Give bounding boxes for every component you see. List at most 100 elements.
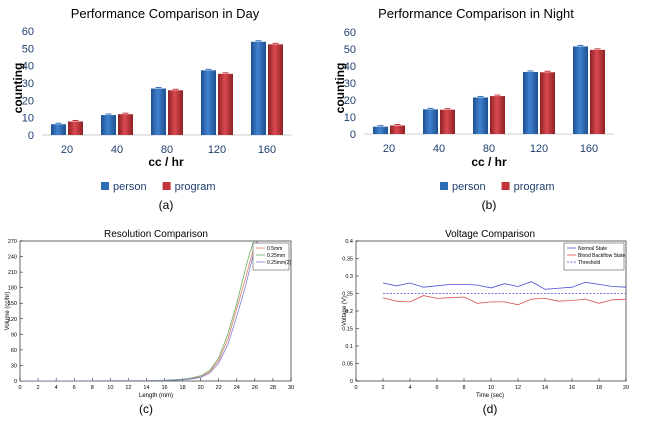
chart-b-legend-swatch-person xyxy=(440,182,448,190)
chart-d-xtick-label: 20 xyxy=(623,385,629,391)
chart-d-xtick-label: 6 xyxy=(435,385,438,391)
chart-c-frame xyxy=(19,240,292,382)
chart-c-xlabel: Length (mm) xyxy=(139,393,173,399)
chart-b-legend-swatch-program xyxy=(501,182,510,190)
chart-d-series-normal-state xyxy=(382,281,626,290)
chart-d-xtick-label: 4 xyxy=(408,385,411,391)
chart-d-xtick-label: 16 xyxy=(569,385,575,391)
chart-b-bar-person xyxy=(373,126,388,134)
chart-c-title: Resolution Comparison xyxy=(104,229,208,240)
chart-d-series-blood-backflow-state xyxy=(382,295,626,306)
chart-d-xtick-label: 2 xyxy=(381,385,384,391)
chart-b-bar-program xyxy=(440,109,455,134)
chart-c-xtick-label: 14 xyxy=(143,385,149,391)
chart-d-plot: 0 0.05 0.1 0.15 0.2 0.25 0.3 0.35 0.4 0 2 4 6 8 10 12 14… xyxy=(342,239,629,391)
chart-a-bar-person xyxy=(101,115,116,135)
chart-d-xtick-label: 0 xyxy=(354,385,357,391)
chart-a-ytick-label: 10 xyxy=(22,113,34,125)
chart-b-plot: 0 10 20 30 40 50 60 20 40 80 120 160 xyxy=(344,27,614,155)
chart-a-bar-person xyxy=(251,41,266,135)
chart-c-xtick-label: 20 xyxy=(198,385,204,391)
chart-a-bar-program xyxy=(168,90,183,135)
chart-d-legend-label: Blood Backflow State xyxy=(578,253,625,259)
caption-c: (c) xyxy=(139,402,153,416)
chart-b-bar-program xyxy=(490,96,505,134)
chart-a-xtick-label: 160 xyxy=(258,144,276,156)
chart-c-xtick-label: 8 xyxy=(91,385,94,391)
chart-b-legend: person program xyxy=(440,181,555,193)
chart-a-bar-program xyxy=(218,73,233,135)
chart-d-ytick-label: 0.05 xyxy=(342,362,353,368)
chart-c-xtick-label: 6 xyxy=(73,385,76,391)
chart-a-ytick-label: 60 xyxy=(22,26,34,38)
chart-b-bar-person xyxy=(523,71,538,134)
chart-a-ytick-label: 0 xyxy=(28,130,34,142)
chart-c-legend-label: 0.5mm xyxy=(267,246,282,252)
chart-c-xtick-label: 0 xyxy=(18,385,21,391)
chart-d-xlabel: Time (sec) xyxy=(476,393,504,399)
chart-d-ytick-label: 0.1 xyxy=(345,344,353,350)
chart-c-legend-label: 0.25mm(2) xyxy=(267,260,292,266)
caption-b: (b) xyxy=(482,198,497,212)
chart-c-ytick-label: 30 xyxy=(11,363,17,369)
chart-a-bar-person xyxy=(51,124,66,135)
chart-c-legend-label: 0.25mm xyxy=(267,253,285,259)
chart-b-ytick-label: 60 xyxy=(344,27,356,39)
chart-c-xtick-label: 24 xyxy=(234,385,240,391)
chart-d-xtick-label: 8 xyxy=(462,385,465,391)
panel-b: Performance Comparison in Night 0 10 20 30 4… xyxy=(333,6,614,212)
chart-a-xtick-label: 40 xyxy=(111,144,123,156)
chart-d-ytick-label: 0.3 xyxy=(345,274,353,280)
chart-a-bar-person xyxy=(151,88,166,135)
chart-a-xlabel: cc / hr xyxy=(148,155,184,169)
chart-a-legend-label: person xyxy=(113,181,147,193)
chart-c-ytick-label: 0 xyxy=(14,379,17,385)
chart-b-xlabel: cc / hr xyxy=(471,155,507,169)
chart-d-ytick-label: 0.15 xyxy=(342,327,353,333)
panel-a: Performance Comparison in Day 0 10 20 30 40 5… xyxy=(11,6,292,212)
chart-a-xtick-label: 80 xyxy=(161,144,173,156)
chart-d-xtick-label: 14 xyxy=(542,385,548,391)
chart-b-xtick-label: 160 xyxy=(580,143,598,155)
chart-d-legend-label: Normal State xyxy=(578,246,607,252)
chart-b-bar-person xyxy=(573,46,588,135)
caption-d: (d) xyxy=(483,402,498,416)
chart-c-xtick-label: 4 xyxy=(55,385,58,391)
chart-c-ytick-label: 120 xyxy=(8,317,17,323)
chart-a-legend-label: program xyxy=(175,181,216,193)
chart-a-ytick-label: 40 xyxy=(22,61,34,73)
chart-c-xtick-label: 12 xyxy=(125,385,131,391)
chart-c-xtick-label: 28 xyxy=(270,385,276,391)
chart-c-series-0-25mm-2- xyxy=(20,241,258,381)
chart-d-ylabel: Voltage (V) xyxy=(342,296,348,326)
chart-d-xtick-label: 10 xyxy=(488,385,494,391)
chart-d-title: Voltage Comparison xyxy=(445,229,535,240)
chart-d-xtick-label: 18 xyxy=(596,385,602,391)
chart-b-ytick-label: 10 xyxy=(344,112,356,124)
chart-b-title: Performance Comparison in Night xyxy=(378,6,574,21)
chart-c-ytick-label: 90 xyxy=(11,332,17,338)
chart-a-title: Performance Comparison in Day xyxy=(71,6,260,21)
chart-b-ytick-label: 0 xyxy=(350,129,356,141)
chart-c-xtick-label: 2 xyxy=(37,385,40,391)
chart-c-ytick-label: 240 xyxy=(8,255,17,261)
chart-c-ytick-label: 60 xyxy=(11,348,17,354)
chart-b-bar-program xyxy=(590,49,605,134)
chart-b-xtick-label: 80 xyxy=(483,143,495,155)
chart-a-xtick-label: 120 xyxy=(208,144,226,156)
chart-d-xtick-label: 12 xyxy=(515,385,521,391)
chart-b-legend-label: program xyxy=(514,181,555,193)
chart-b-ylabel: counting xyxy=(333,63,347,114)
chart-a-bar-program xyxy=(268,44,283,136)
chart-c-xtick-label: 22 xyxy=(216,385,222,391)
chart-d-ytick-label: 0 xyxy=(350,379,353,385)
chart-a-legend: person program xyxy=(101,181,216,193)
panel-d: Voltage Comparison 0 0.05 0.1 0.15 0.2 0.25 0.… xyxy=(342,229,629,416)
chart-a-plot: 0 10 20 30 40 50 60 20 40 80 120 160 xyxy=(22,26,292,156)
panel-c: Resolution Comparison 030609012015018021… xyxy=(5,229,294,416)
chart-d-ytick-label: 0.25 xyxy=(342,292,353,298)
chart-d-legend-label: Threshold xyxy=(578,260,600,266)
chart-b-xtick-label: 20 xyxy=(383,143,395,155)
